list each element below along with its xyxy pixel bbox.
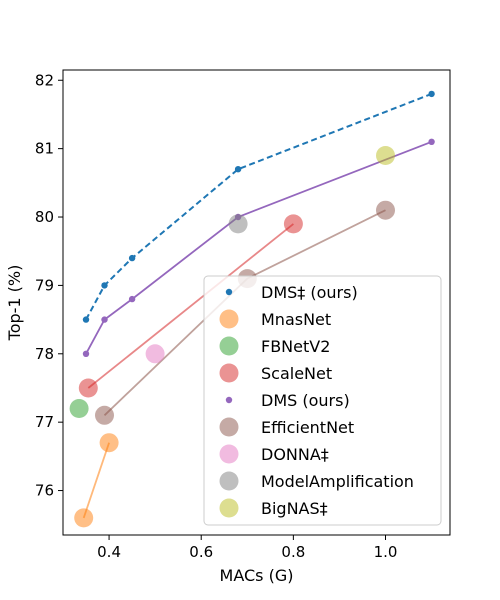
y-tick-label: 80 (35, 208, 54, 226)
point-scalenet-0 (78, 378, 98, 398)
legend-marker-modelamplification (219, 471, 239, 491)
point-mnasnet-0 (74, 508, 94, 528)
legend-label-scalenet: ScaleNet (261, 364, 332, 383)
legend-marker-dms-ours (225, 288, 233, 296)
y-tick-label: 82 (35, 71, 54, 89)
legend-box (203, 275, 442, 526)
point-scalenet-1 (283, 214, 303, 234)
legend-marker-bignas (219, 498, 239, 518)
point-dms-ours-3 (234, 166, 242, 173)
point-bignas-0 (376, 146, 395, 165)
legend-label-efficientnet: EfficientNet (261, 418, 354, 437)
y-tick-label: 78 (35, 345, 54, 363)
legend-marker-scalenet (219, 363, 239, 383)
plot-frame (62, 69, 451, 536)
point-mnasnet-1 (99, 433, 119, 453)
x-tick-label: 0.4 (97, 543, 121, 561)
legend-marker-efficientnet (219, 417, 239, 437)
point-dms-ours-0 (82, 350, 90, 357)
legend-label-dms-ours: DMS‡ (ours) (261, 283, 358, 302)
y-tick-label: 77 (35, 413, 54, 431)
point-dms-ours-2 (128, 254, 136, 262)
x-axis-ticks: 0.4 0.6 0.8 1.0 (97, 535, 397, 561)
point-dms-ours-4 (428, 90, 435, 98)
legend: DMS‡ (ours) MnasNet FBNetV2 ScaleNet DMS (ou… (203, 275, 442, 526)
legend-label-bignas: BigNAS‡ (261, 499, 328, 518)
point-efficientnet-0 (95, 405, 114, 425)
y-tick-label: 76 (35, 482, 54, 500)
y-axis-ticks: 76 77 78 79 80 81 82 (35, 71, 63, 500)
point-dms-ours-2 (128, 295, 136, 303)
legend-label-fbnetv2: FBNetV2 (261, 337, 330, 356)
series-markers (69, 90, 435, 528)
point-dms-ours-0 (82, 316, 90, 323)
x-tick-label: 0.6 (189, 543, 213, 561)
series-line-mnasnet (82, 442, 110, 519)
legend-label-donna: DONNA‡ (261, 445, 329, 464)
y-axis-label: Top-1 (%) (5, 265, 24, 342)
point-donna-0 (145, 344, 165, 364)
x-axis-label: MACs (G) (220, 566, 294, 585)
point-efficientnet-2 (376, 200, 395, 220)
legend-marker-dms-ours (225, 396, 233, 404)
point-dms-ours-4 (428, 138, 435, 145)
legend-marker-fbnetv2 (219, 336, 239, 356)
point-dms-ours-1 (101, 316, 108, 323)
x-tick-label: 0.8 (281, 543, 305, 561)
legend-label-modelamplification: ModelAmplification (261, 472, 414, 491)
point-dms-ours-1 (101, 282, 108, 289)
legend-marker-donna (219, 444, 239, 464)
x-tick-label: 1.0 (374, 543, 398, 561)
point-fbnetv2-0 (69, 399, 89, 418)
legend-label-mnasnet: MnasNet (261, 310, 331, 329)
point-modelamplification-0 (228, 214, 248, 234)
y-tick-label: 79 (35, 276, 54, 294)
legend-label-dms-ours: DMS (ours) (261, 391, 350, 410)
legend-marker-mnasnet (219, 309, 239, 329)
y-tick-label: 81 (35, 140, 54, 158)
series-line-scalenet (87, 223, 294, 389)
